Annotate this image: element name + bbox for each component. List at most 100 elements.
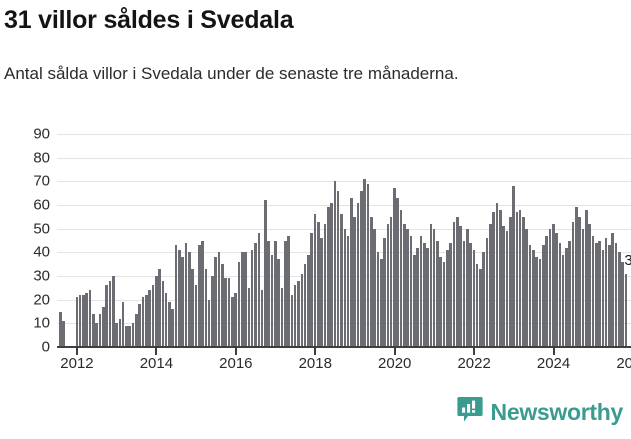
bar[interactable] xyxy=(472,249,476,347)
bar[interactable] xyxy=(128,325,132,347)
bar[interactable] xyxy=(207,299,211,347)
bar[interactable] xyxy=(452,221,456,347)
bar[interactable] xyxy=(353,216,357,347)
bar[interactable] xyxy=(326,207,330,347)
bar[interactable] xyxy=(197,245,201,347)
bar[interactable] xyxy=(333,181,337,347)
bar[interactable] xyxy=(267,240,271,347)
bar[interactable] xyxy=(317,221,320,347)
bar[interactable] xyxy=(158,268,161,347)
bar[interactable] xyxy=(383,238,386,347)
bar[interactable] xyxy=(399,209,403,347)
bar[interactable] xyxy=(231,297,234,347)
bar[interactable] xyxy=(389,216,393,347)
bar[interactable] xyxy=(525,228,529,347)
bar[interactable] xyxy=(188,252,191,347)
bar[interactable] xyxy=(561,254,565,347)
bar[interactable] xyxy=(141,297,145,347)
bar[interactable] xyxy=(608,245,611,347)
bar[interactable] xyxy=(548,228,552,347)
bar[interactable] xyxy=(479,268,482,347)
bar[interactable] xyxy=(515,212,519,347)
bar[interactable] xyxy=(578,216,581,347)
bar[interactable] xyxy=(320,238,323,347)
bar[interactable] xyxy=(78,294,82,347)
bar[interactable] xyxy=(555,233,558,347)
bar[interactable] xyxy=(439,257,443,347)
bar[interactable] xyxy=(290,294,294,347)
bar[interactable] xyxy=(502,226,505,347)
bar[interactable] xyxy=(512,186,515,347)
bar[interactable] xyxy=(621,261,624,347)
bar[interactable] xyxy=(274,240,277,347)
bar[interactable] xyxy=(323,223,327,347)
bar[interactable] xyxy=(618,252,621,347)
bar[interactable] xyxy=(131,323,135,347)
bar[interactable] xyxy=(283,240,287,347)
bar[interactable] xyxy=(145,294,148,347)
bar[interactable] xyxy=(330,202,333,347)
bar[interactable] xyxy=(95,323,98,347)
bar[interactable] xyxy=(386,223,390,347)
bar[interactable] xyxy=(436,240,439,347)
bar[interactable] xyxy=(568,240,572,347)
bar[interactable] xyxy=(88,290,92,347)
bar[interactable] xyxy=(59,311,62,347)
bar[interactable] xyxy=(138,304,141,347)
bar[interactable] xyxy=(459,226,462,347)
bar[interactable] xyxy=(396,197,400,347)
bar[interactable] xyxy=(571,221,575,347)
bar[interactable] xyxy=(422,242,426,347)
bar[interactable] xyxy=(121,302,125,347)
bar[interactable] xyxy=(217,252,221,347)
bar[interactable] xyxy=(178,249,181,347)
bar[interactable] xyxy=(244,252,247,347)
bar[interactable] xyxy=(82,294,85,347)
bar[interactable] xyxy=(366,183,370,347)
bar[interactable] xyxy=(442,261,446,347)
bar[interactable] xyxy=(135,313,138,347)
bar[interactable] xyxy=(604,238,608,347)
bar[interactable] xyxy=(237,261,241,347)
bar[interactable] xyxy=(224,278,227,347)
bar[interactable] xyxy=(594,242,598,347)
bar[interactable] xyxy=(551,223,555,347)
bar[interactable] xyxy=(293,285,297,347)
bar[interactable] xyxy=(164,292,168,347)
bar[interactable] xyxy=(379,259,383,347)
bar[interactable] xyxy=(588,223,591,347)
bar[interactable] xyxy=(505,231,509,347)
bar[interactable] xyxy=(154,276,158,347)
bar[interactable] xyxy=(538,259,542,347)
bar[interactable] xyxy=(346,235,350,347)
bar[interactable] xyxy=(624,273,628,347)
bar[interactable] xyxy=(75,297,79,347)
bar[interactable] xyxy=(369,216,373,347)
bar[interactable] xyxy=(270,254,274,347)
bar[interactable] xyxy=(191,268,194,347)
bar[interactable] xyxy=(426,247,429,347)
bar[interactable] xyxy=(532,249,535,347)
bar[interactable] xyxy=(201,240,204,347)
bar[interactable] xyxy=(522,216,525,347)
bar[interactable] xyxy=(234,292,237,347)
bar[interactable] xyxy=(614,242,618,347)
bar[interactable] xyxy=(171,309,175,347)
bar[interactable] xyxy=(406,228,409,347)
bar[interactable] xyxy=(412,254,416,347)
bar[interactable] xyxy=(485,238,489,347)
bar[interactable] xyxy=(264,200,267,347)
bar[interactable] xyxy=(336,190,340,347)
bar[interactable] xyxy=(575,207,578,347)
bar[interactable] xyxy=(303,264,307,347)
bar[interactable] xyxy=(601,249,605,347)
bar[interactable] xyxy=(475,264,479,347)
bar[interactable] xyxy=(307,254,310,347)
bar[interactable] xyxy=(221,264,224,347)
bar[interactable] xyxy=(310,233,314,347)
bar[interactable] xyxy=(287,235,290,347)
bar[interactable] xyxy=(419,235,423,347)
bar[interactable] xyxy=(565,247,568,347)
bar[interactable] xyxy=(297,280,300,347)
bar[interactable] xyxy=(181,257,184,347)
